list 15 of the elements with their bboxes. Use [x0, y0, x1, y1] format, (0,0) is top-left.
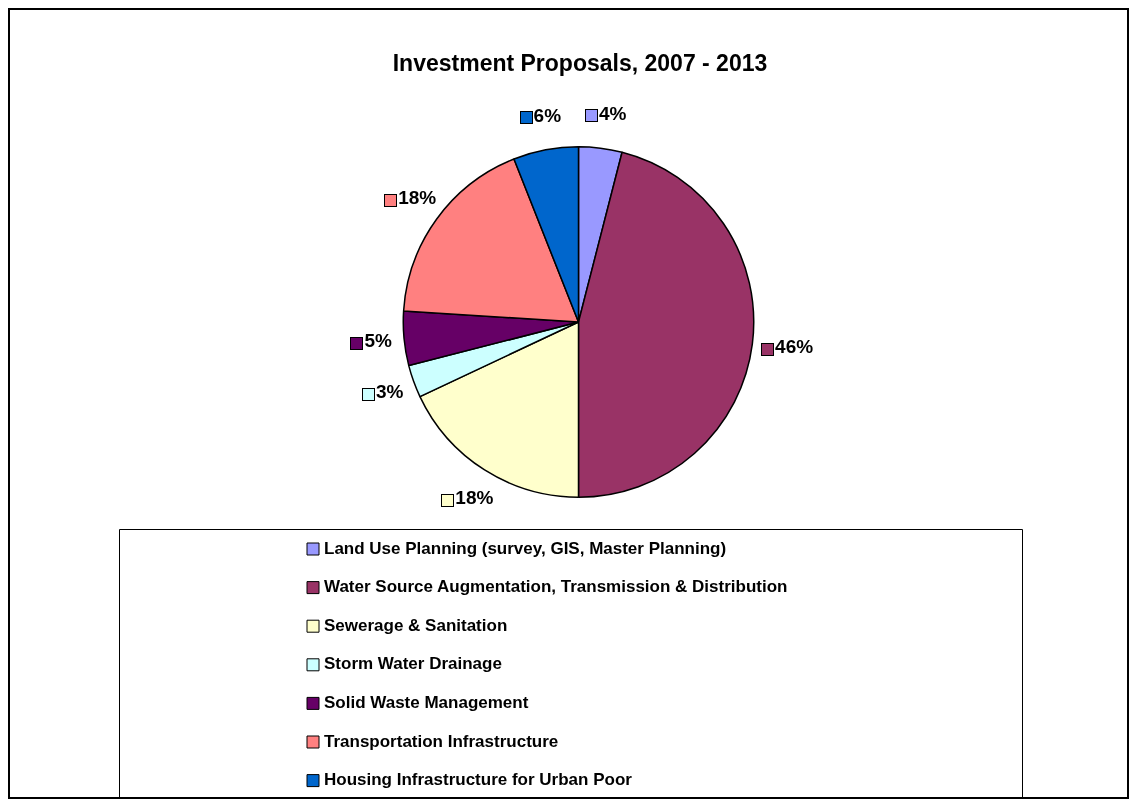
data-label: 5%	[364, 329, 393, 351]
chart-title: Investment Proposals, 2007 - 2013	[392, 50, 768, 77]
data-label: 4%	[599, 102, 627, 124]
legend-label: Land Use Planning (survey, GIS, Master Planning)	[324, 538, 727, 558]
data-label: 3%	[375, 381, 404, 403]
legend-label: Storm Water Drainage	[324, 654, 502, 674]
data-label: 18%	[455, 486, 494, 508]
legend-label: Transportation Infrastructure	[324, 731, 559, 751]
data-label: 18%	[398, 187, 437, 209]
legend-label: Water Source Augmentation, Transmission & Distribution	[324, 577, 788, 597]
legend-label: Housing Infrastructure for Urban Poor	[324, 770, 633, 790]
legend-label: Sewerage & Sanitation	[324, 615, 508, 635]
legend-label: Solid Waste Management	[324, 693, 529, 713]
data-label: 6%	[533, 104, 562, 126]
data-label: 46%	[775, 336, 814, 358]
